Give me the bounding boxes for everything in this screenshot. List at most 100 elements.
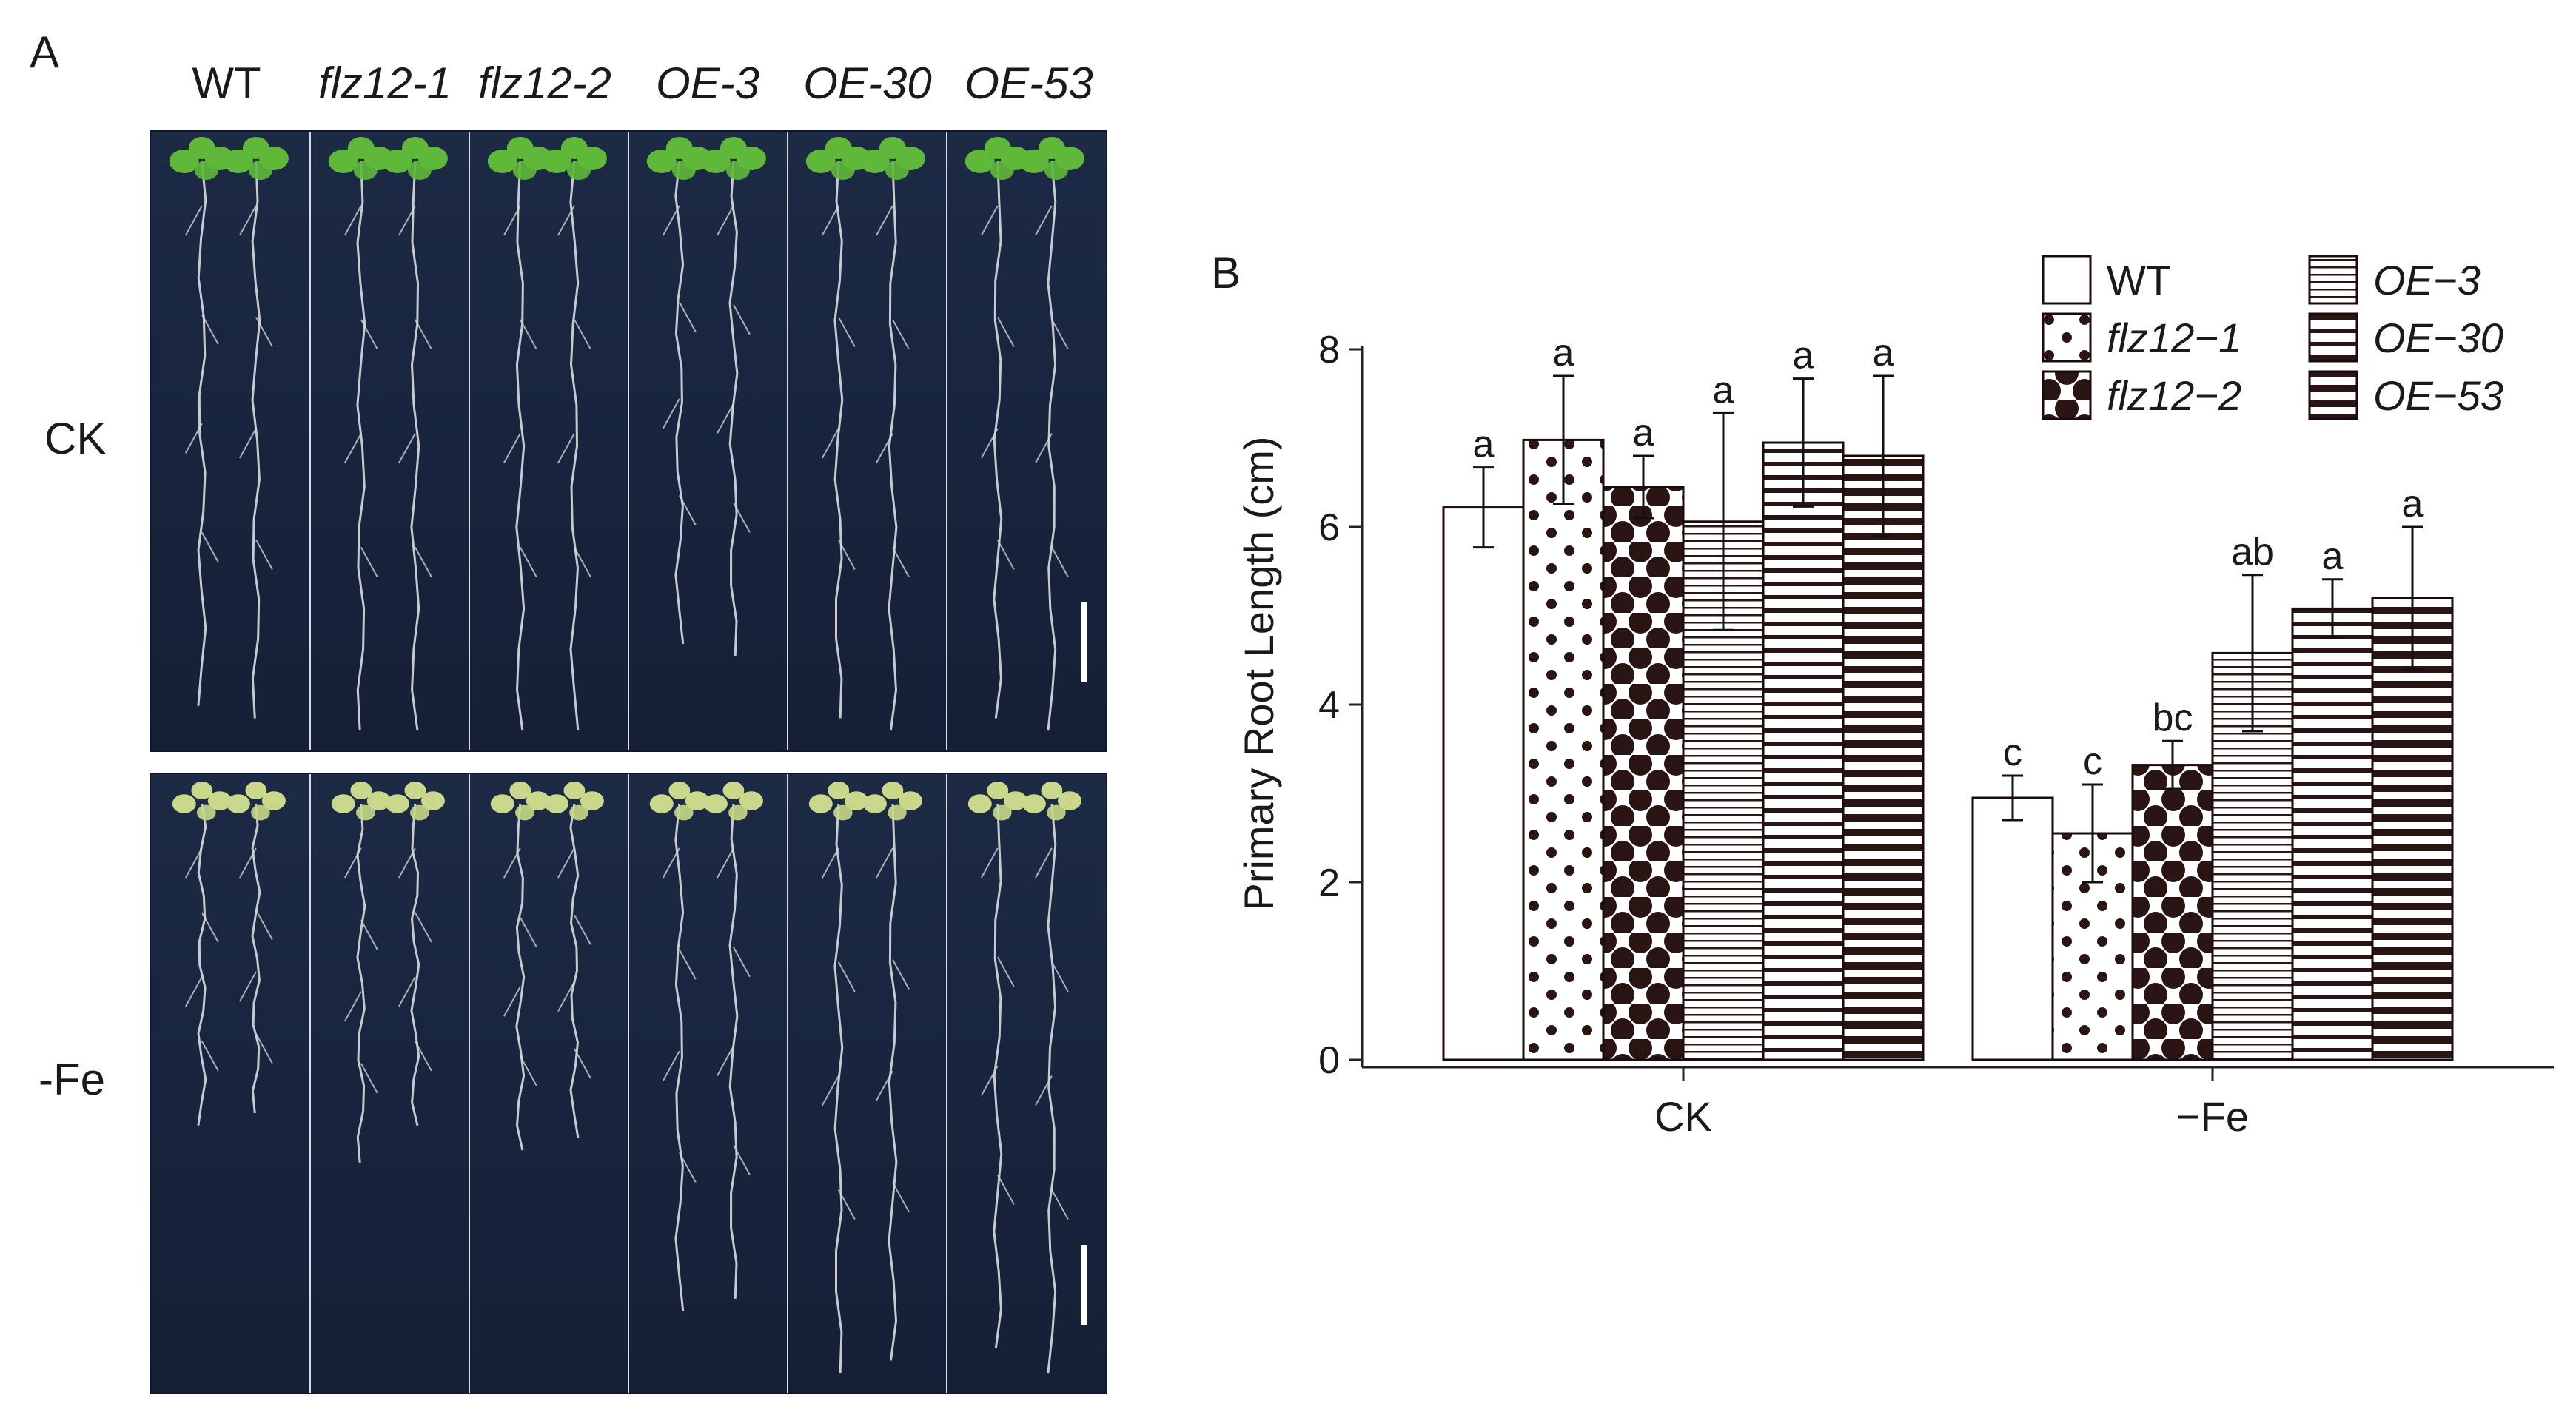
seedling xyxy=(649,782,709,1311)
significance-letter: a xyxy=(2322,535,2344,578)
seedling xyxy=(382,137,448,731)
legend-swatch xyxy=(2308,370,2358,420)
bar xyxy=(2291,607,2374,1061)
y-axis-label: Primary Root Length (cm) xyxy=(1235,436,1282,910)
legend-swatch xyxy=(2042,255,2092,305)
column-label-oe-30: OE-30 xyxy=(803,58,932,108)
error-bar xyxy=(2162,739,2183,790)
significance-letter: a xyxy=(1793,335,1814,377)
seedling-photo-minus-fe xyxy=(150,773,1107,1394)
error-bar xyxy=(1793,377,1814,508)
y-tick-label: 0 xyxy=(1318,1039,1340,1082)
seedling-photo-ck xyxy=(150,130,1107,752)
seedling xyxy=(805,137,871,719)
significance-letter: a xyxy=(1473,423,1495,466)
legend-label: OE−53 xyxy=(2373,372,2503,419)
legend-swatch xyxy=(2042,370,2092,420)
significance-letter: c xyxy=(2003,731,2022,774)
error-bar xyxy=(2002,774,2023,822)
seedling xyxy=(646,137,712,645)
seedling xyxy=(1022,782,1081,1374)
row-label-minus-fe: -Fe xyxy=(38,1055,105,1104)
error-bar xyxy=(1633,454,1654,520)
bar xyxy=(2051,832,2134,1061)
significance-letter: a xyxy=(2402,483,2424,525)
panel-b-label: B xyxy=(1211,248,1241,298)
root-length-bar-chart: 0 2 4 6 8 a a a a a a CK c c bc ab a a −Fe WT flz12−1 flz12−2… xyxy=(1235,255,2554,1140)
column-label-wt: WT xyxy=(192,58,261,108)
seedling xyxy=(541,137,607,731)
seedling xyxy=(172,782,232,1126)
error-bar xyxy=(2322,578,2343,639)
y-tick-label: 8 xyxy=(1318,329,1340,372)
significance-letter: bc xyxy=(2153,696,2193,739)
panel-a-label: A xyxy=(30,27,60,77)
bar xyxy=(1842,454,1925,1061)
seedling xyxy=(331,782,391,1163)
legend-item: OE−3 xyxy=(2308,255,2481,305)
seedling xyxy=(490,782,550,1151)
row-label-ck: CK xyxy=(44,414,107,463)
seedling-photo-ck-drawing xyxy=(169,132,1087,750)
significance-letter: a xyxy=(1873,332,1894,374)
column-label-flz12-2: flz12-2 xyxy=(477,58,612,108)
seedling xyxy=(385,782,445,1126)
significance-letter: a xyxy=(1553,332,1574,374)
legend-swatch xyxy=(2308,255,2358,305)
seedling xyxy=(808,782,868,1374)
error-bar xyxy=(1473,466,1494,549)
seedling xyxy=(328,137,394,731)
y-tick-label: 4 xyxy=(1318,684,1340,727)
seedling xyxy=(487,137,553,731)
seedling xyxy=(859,137,925,731)
bar xyxy=(1522,438,1605,1061)
significance-letter: ab xyxy=(2231,531,2274,574)
column-label-oe-53: OE-53 xyxy=(965,58,1093,108)
seedling xyxy=(169,137,235,706)
seedling xyxy=(967,782,1027,1348)
significance-letter: a xyxy=(1713,369,1734,411)
plot-area: 0 2 4 6 8 a a a a a a CK c c bc ab a a −Fe WT flz12−1 flz12−2… xyxy=(1318,255,2554,1140)
seedling xyxy=(226,782,286,1114)
error-bar xyxy=(2242,574,2263,733)
legend-label: WT xyxy=(2107,257,2171,303)
bar xyxy=(1762,441,1845,1061)
legend-label: OE−30 xyxy=(2373,315,2503,361)
error-bar xyxy=(1713,411,1734,631)
error-bar xyxy=(2402,525,2423,671)
bar xyxy=(1602,486,1685,1061)
column-label-flz12-1: flz12-1 xyxy=(318,58,452,108)
x-tick-label: CK xyxy=(1654,1093,1712,1140)
legend-item: flz12−2 xyxy=(2042,370,2241,420)
seedling xyxy=(223,137,289,719)
column-label-oe-3: OE-3 xyxy=(655,58,760,108)
bar xyxy=(2371,597,2454,1061)
error-bar xyxy=(1873,374,1894,537)
bar xyxy=(1442,506,1525,1061)
significance-letter: a xyxy=(1633,411,1654,454)
seedling xyxy=(1019,137,1084,731)
error-bar xyxy=(2082,783,2103,884)
legend-item: flz12−1 xyxy=(2042,312,2241,363)
legend-label: OE−3 xyxy=(2373,257,2481,303)
bar xyxy=(1971,796,2054,1061)
y-tick-label: 6 xyxy=(1318,506,1340,549)
legend-label: flz12−2 xyxy=(2107,372,2241,419)
seedling xyxy=(862,782,922,1361)
legend-item: WT xyxy=(2042,255,2171,305)
bar xyxy=(2131,764,2214,1061)
legend-label: flz12−1 xyxy=(2107,315,2241,361)
seedling xyxy=(965,137,1030,719)
legend-swatch xyxy=(2308,312,2358,363)
legend-swatch xyxy=(2042,312,2092,363)
legend-item: OE−30 xyxy=(2308,312,2503,363)
seedling xyxy=(703,782,763,1299)
x-tick-label: −Fe xyxy=(2176,1093,2249,1140)
seedling xyxy=(700,137,766,656)
seedling xyxy=(544,782,604,1138)
significance-letter: c xyxy=(2083,740,2102,783)
legend-item: OE−53 xyxy=(2308,370,2503,420)
seedling-photo-minus-fe-drawing xyxy=(172,774,1087,1393)
error-bar xyxy=(1553,374,1574,505)
y-tick-label: 2 xyxy=(1318,861,1340,904)
